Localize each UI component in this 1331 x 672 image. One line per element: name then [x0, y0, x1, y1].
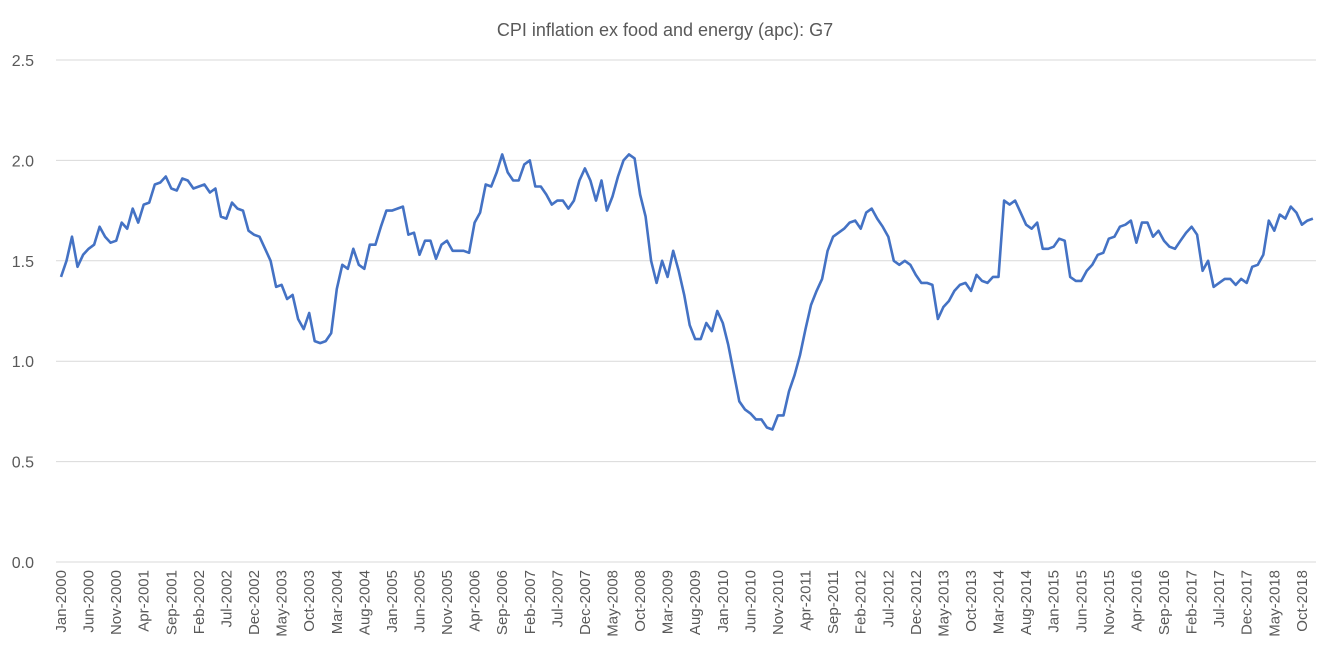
- x-tick-label: Jan-2005: [384, 570, 401, 633]
- y-tick-label: 0.0: [12, 555, 34, 572]
- x-tick-label: Apr-2006: [467, 570, 484, 632]
- x-tick-label: Jun-2000: [81, 570, 98, 633]
- x-tick-label: Apr-2001: [136, 570, 153, 632]
- x-tick-label: Jul-2002: [218, 570, 235, 628]
- series-layer: [61, 154, 1313, 429]
- x-tick-label: Sep-2011: [825, 570, 842, 634]
- x-tick-label: Jan-2000: [53, 570, 70, 633]
- x-tick-label: May-2013: [935, 570, 952, 637]
- x-tick-label: Jul-2012: [880, 570, 897, 628]
- x-tick-label: Jul-2017: [1211, 570, 1228, 628]
- x-tick-label: Feb-2012: [853, 570, 870, 634]
- y-tick-label: 2.0: [12, 153, 34, 170]
- x-tick-label: Oct-2018: [1294, 570, 1311, 632]
- x-tick-label: Jun-2015: [1073, 570, 1090, 633]
- gridlines: [56, 60, 1316, 462]
- x-tick-label: May-2008: [605, 570, 622, 637]
- x-tick-label: Oct-2008: [632, 570, 649, 632]
- x-tick-label: Oct-2003: [301, 570, 318, 632]
- x-tick-label: Dec-2012: [908, 570, 925, 635]
- x-tick-label: May-2018: [1266, 570, 1283, 637]
- x-tick-label: Oct-2013: [963, 570, 980, 632]
- x-tick-label: Sep-2006: [494, 570, 511, 635]
- y-tick-label: 1.5: [12, 254, 34, 271]
- x-tick-label: Dec-2002: [246, 570, 263, 635]
- x-tick-label: Sep-2016: [1156, 570, 1173, 635]
- y-tick-label: 1.0: [12, 354, 34, 371]
- x-tick-label: Mar-2009: [660, 570, 677, 634]
- x-tick-label: Nov-2010: [770, 570, 787, 635]
- x-tick-label: Feb-2017: [1184, 570, 1201, 634]
- x-tick-label: Nov-2005: [439, 570, 456, 635]
- x-tick-label: Dec-2007: [577, 570, 594, 635]
- series-line: [61, 154, 1313, 429]
- x-tick-label: Nov-2015: [1101, 570, 1118, 635]
- x-tick-label: Sep-2001: [163, 570, 180, 635]
- x-tick-label: Mar-2014: [991, 570, 1008, 634]
- x-tick-label: Nov-2000: [108, 570, 125, 635]
- x-tick-label: Mar-2004: [329, 570, 346, 634]
- x-tick-label: Aug-2014: [1018, 570, 1035, 635]
- x-tick-label: Apr-2016: [1128, 570, 1145, 632]
- x-tick-label: Jan-2015: [1046, 570, 1063, 633]
- x-tick-label: Jun-2010: [742, 570, 759, 633]
- x-tick-label: Jun-2005: [411, 570, 428, 633]
- y-axis-tick-labels: 0.0 0.5 1.0 1.5 2.0 2.5: [12, 53, 34, 572]
- x-tick-label: Feb-2002: [191, 570, 208, 634]
- x-tick-label: Jul-2007: [549, 570, 566, 628]
- y-tick-label: 2.5: [12, 53, 34, 70]
- y-tick-label: 0.5: [12, 455, 34, 472]
- chart-title: CPI inflation ex food and energy (apc): …: [497, 20, 833, 40]
- x-tick-label: May-2003: [274, 570, 291, 637]
- x-tick-label: Apr-2011: [798, 570, 815, 631]
- x-tick-label: Aug-2004: [356, 570, 373, 635]
- x-tick-label: Dec-2017: [1239, 570, 1256, 635]
- x-axis-tick-labels: Jan-2000 Jun-2000 Nov-2000 Apr-2001 Sep-2001…: [53, 570, 1311, 637]
- x-tick-label: Jan-2010: [715, 570, 732, 633]
- x-tick-label: Feb-2007: [522, 570, 539, 634]
- x-tick-label: Aug-2009: [687, 570, 704, 635]
